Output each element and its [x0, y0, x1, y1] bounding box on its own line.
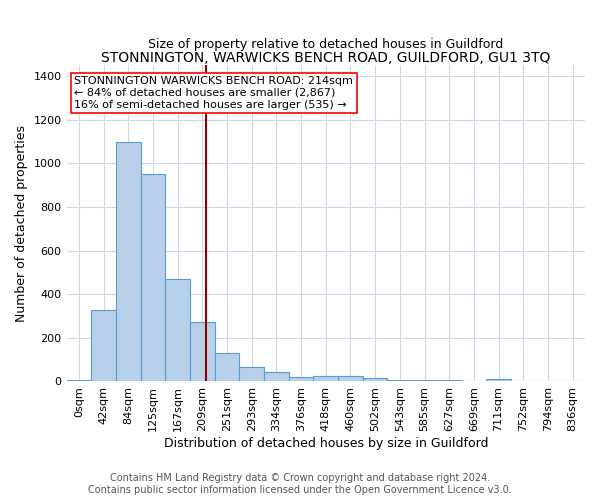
Bar	[116, 142, 140, 382]
Bar	[264, 372, 289, 382]
Bar	[338, 376, 363, 382]
Text: Contains HM Land Registry data © Crown copyright and database right 2024.
Contai: Contains HM Land Registry data © Crown c…	[88, 474, 512, 495]
Y-axis label: Number of detached properties: Number of detached properties	[15, 125, 28, 322]
X-axis label: Distribution of detached houses by size in Guildford: Distribution of detached houses by size …	[164, 437, 488, 450]
Text: STONNINGTON WARWICKS BENCH ROAD: 214sqm
← 84% of detached houses are smaller (2,: STONNINGTON WARWICKS BENCH ROAD: 214sqm …	[74, 76, 353, 110]
Bar	[140, 174, 165, 382]
Bar	[67, 380, 91, 382]
Text: Size of property relative to detached houses in Guildford: Size of property relative to detached ho…	[148, 38, 503, 51]
Bar	[239, 368, 264, 382]
Title: STONNINGTON, WARWICKS BENCH ROAD, GUILDFORD, GU1 3TQ: STONNINGTON, WARWICKS BENCH ROAD, GUILDF…	[101, 52, 550, 66]
Bar	[289, 377, 313, 382]
Bar	[388, 380, 412, 382]
Bar	[190, 322, 215, 382]
Bar	[215, 353, 239, 382]
Bar	[412, 380, 437, 382]
Bar	[437, 380, 461, 382]
Bar	[91, 310, 116, 382]
Bar	[486, 380, 511, 382]
Bar	[165, 279, 190, 382]
Bar	[313, 376, 338, 382]
Bar	[363, 378, 388, 382]
